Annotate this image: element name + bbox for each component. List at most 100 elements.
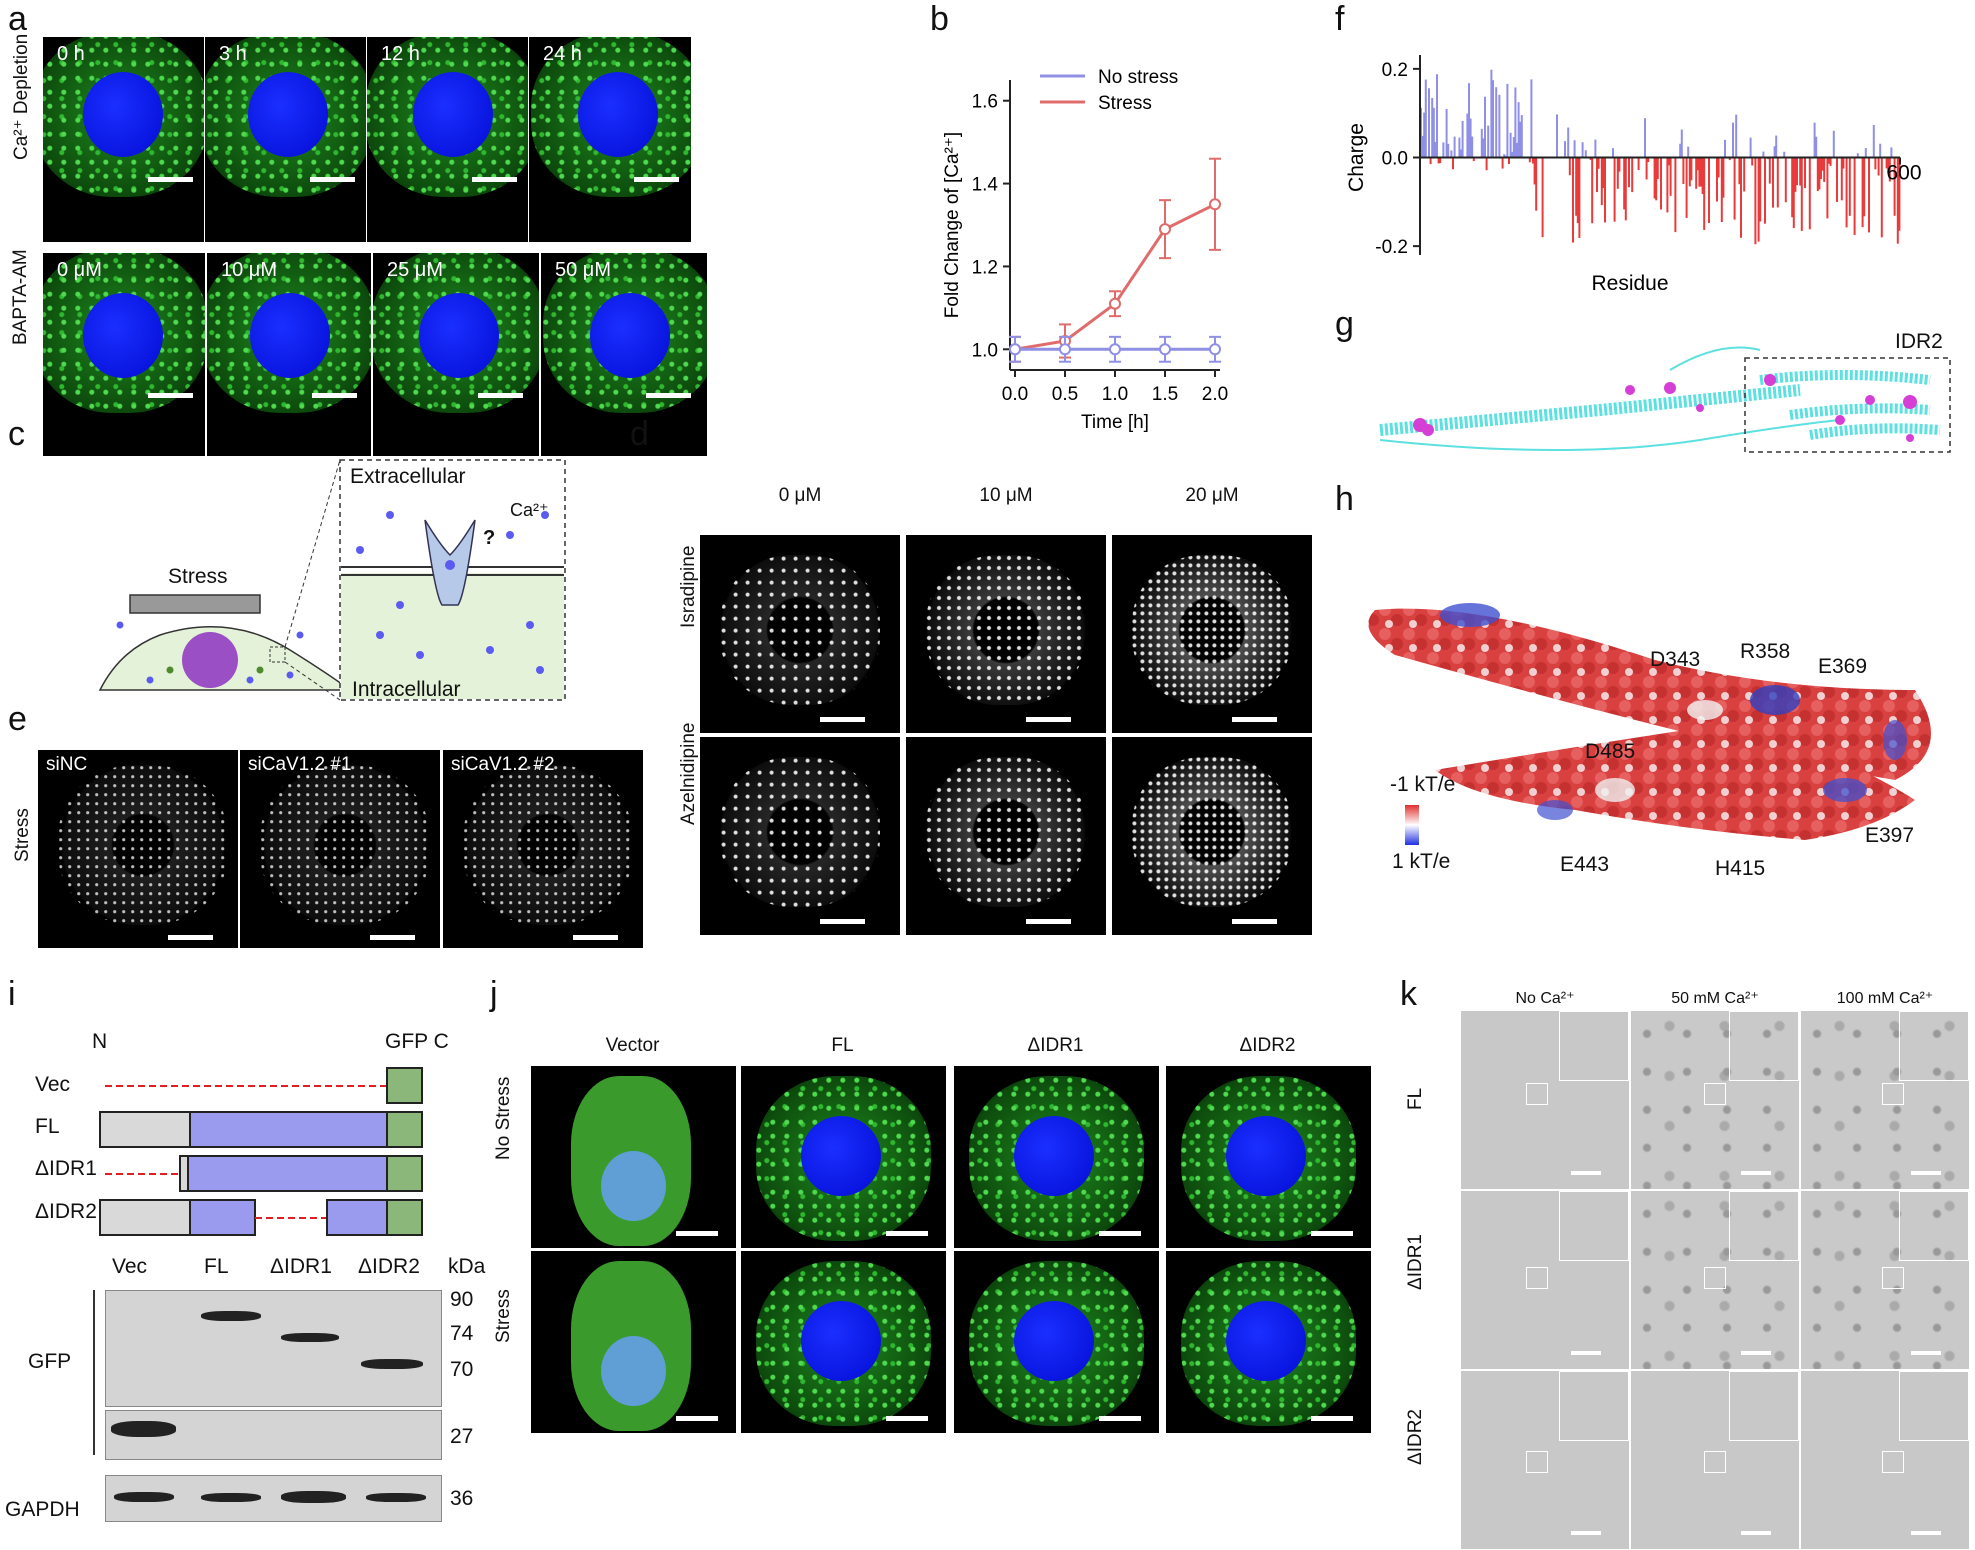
charge-bar [1542, 158, 1544, 238]
ca-label-c: Ca²⁺ [510, 500, 549, 521]
micrograph-j-0-3 [1165, 1065, 1372, 1249]
kda-label: kDa [448, 1255, 485, 1279]
charge-bar [1567, 128, 1569, 158]
charge-bar [1564, 141, 1566, 157]
nucleus-merged [601, 1151, 666, 1221]
zoom-region [1882, 1083, 1904, 1105]
x-tick-label: 0.5 [1052, 384, 1078, 405]
charge-bar [1777, 158, 1779, 208]
brightfield-k-0-0 [1460, 1010, 1630, 1190]
brightfield-k-0-1 [1630, 1010, 1800, 1190]
charge-bar [1775, 136, 1777, 158]
j-col-title-0: Vector [530, 1035, 735, 1057]
potential-colorbar [1405, 805, 1419, 845]
cell-signal [1132, 757, 1292, 907]
scale-bar [478, 393, 523, 398]
charge-bar [1718, 158, 1720, 178]
micrograph-bapta-0: 0 μM [42, 252, 206, 457]
micrograph-j-1-3 [1165, 1250, 1372, 1434]
cell-signal [720, 555, 880, 705]
charge-bar [1734, 158, 1736, 220]
residue-e369: E369 [1818, 655, 1867, 679]
charge-bar [1785, 158, 1787, 203]
cell-signal [926, 555, 1086, 705]
marker-36: 36 [450, 1487, 473, 1511]
charge-bar [1804, 158, 1806, 189]
charge-bar [1614, 158, 1616, 222]
zoom-inset [1899, 1191, 1969, 1261]
y-axis-label: Charge [1345, 123, 1368, 192]
x-tick-label: 1.0 [1102, 384, 1128, 405]
charge-bar [1815, 137, 1817, 158]
y-axis-label: Fold Change of [Ca²⁺] [942, 132, 963, 318]
intracellular-label: Intracellular [352, 678, 461, 702]
n-terminus-label: N [92, 1030, 107, 1054]
charge-bar [1823, 158, 1825, 182]
charge-bar [1591, 158, 1593, 224]
panel-label-j: j [490, 975, 498, 1014]
scale-bar [168, 935, 213, 940]
zoom-region [1704, 1083, 1726, 1105]
charge-bar [1447, 144, 1449, 158]
gray-micrograph-d-0-0 [700, 535, 900, 733]
condition-label: 50 μM [555, 259, 611, 282]
micrograph-bapta-2: 25 μM [372, 252, 540, 457]
charge-bar [1750, 138, 1752, 158]
data-point [1060, 344, 1070, 354]
row-label-isradipine: Isradipine [678, 546, 700, 628]
nucleus [801, 1116, 881, 1196]
scale-bar [646, 393, 691, 398]
k-col-title-1: 50 mM Ca²⁺ [1630, 988, 1800, 1008]
zoom-inset [1559, 1011, 1629, 1081]
row-label-k-didr2: ΔIDR2 [1405, 1409, 1427, 1465]
scale-bar [886, 1416, 928, 1421]
micrograph-j-0-2 [953, 1065, 1160, 1249]
charge-bar [1450, 150, 1452, 157]
gray-micrograph-d-1-2 [1112, 737, 1312, 935]
scale-bar [1741, 1351, 1771, 1355]
j-col-title-1: FL [740, 1035, 945, 1057]
charge-bar [1732, 123, 1734, 158]
blot-gapdh [105, 1475, 442, 1522]
x-axis-label: Time [h] [1081, 412, 1149, 433]
scale-bar [1232, 919, 1277, 924]
data-point [1110, 344, 1120, 354]
charge-bar [1487, 126, 1489, 158]
condition-label: 24 h [543, 43, 582, 66]
zoom-region [1704, 1267, 1726, 1289]
charge-bar [1801, 158, 1803, 231]
charge-bar [1598, 158, 1600, 169]
nucleus [83, 293, 163, 378]
question-mark: ? [483, 527, 495, 550]
charge-bar [1759, 158, 1761, 222]
construct-label-didr2: ΔIDR2 [35, 1200, 97, 1224]
micrograph-bapta-3: 50 μM [540, 252, 708, 457]
condition-label: 10 μM [221, 259, 277, 282]
stress-label-c: Stress [168, 565, 228, 589]
charge-bar [1682, 158, 1684, 184]
nucleus [83, 72, 163, 157]
micrograph-ca-depletion-1: 3 h [204, 36, 368, 243]
charge-bar [1582, 142, 1584, 157]
marker-74: 74 [450, 1322, 473, 1346]
charge-bar [1625, 158, 1627, 221]
gray-micrograph-e-1: siCaV1.2 #1 [240, 750, 440, 948]
zoom-inset [1899, 1371, 1969, 1441]
charge-bar [1486, 158, 1488, 171]
j-col-title-2: ΔIDR1 [953, 1035, 1158, 1057]
y-tick-label: 1.2 [972, 257, 998, 278]
zoom-region [1526, 1267, 1548, 1289]
row-label-k-didr1: ΔIDR1 [1405, 1234, 1427, 1290]
condition-label: 0 h [57, 43, 85, 66]
charge-bar [1572, 158, 1574, 243]
charge-bar [1442, 142, 1444, 157]
data-point [1010, 344, 1020, 354]
nucleus [1226, 1301, 1306, 1381]
sirna-label: siCaV1.2 #2 [451, 754, 555, 776]
protein-structure-g [1370, 330, 1960, 460]
blot-gfp-lower [105, 1410, 442, 1460]
k-col-title-2: 100 mM Ca²⁺ [1800, 988, 1970, 1008]
series-line [1015, 204, 1215, 349]
charge-bar [1849, 158, 1851, 216]
